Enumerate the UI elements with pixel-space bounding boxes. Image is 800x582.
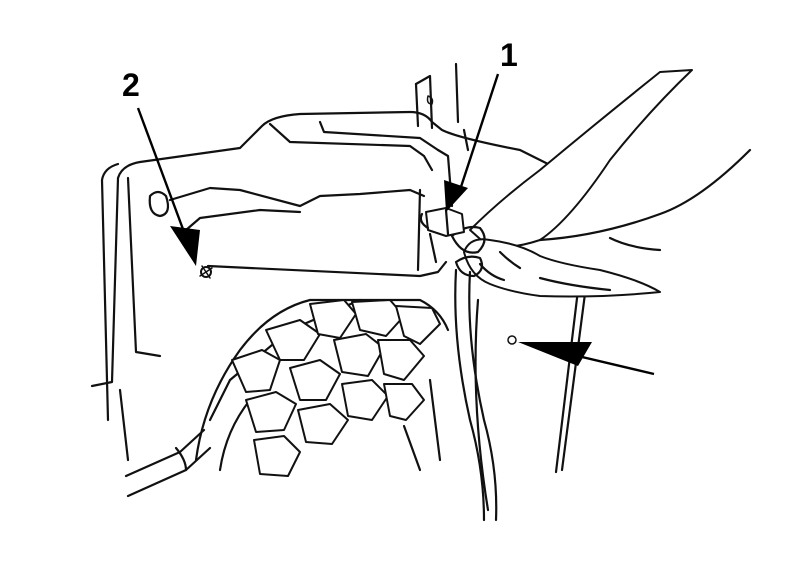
arrow-1-head: [444, 180, 468, 212]
washer-connector: [419, 207, 465, 237]
retaining-clip: [199, 265, 213, 279]
arrow-3-head: [518, 342, 592, 366]
arrow-2: [136, 107, 192, 249]
fender-panel: [90, 62, 550, 462]
washer-hose: [454, 268, 498, 522]
panel-hole-marker: [507, 335, 517, 345]
callout-label-2: 2: [122, 67, 140, 103]
arrow-1: [456, 73, 500, 197]
arrow-2-head: [170, 226, 200, 266]
hands: [450, 69, 752, 298]
panel-hole: [148, 190, 170, 218]
callout-label-1: 1: [500, 37, 518, 73]
body-edge: [474, 284, 588, 512]
leader-arrows: [136, 73, 655, 376]
lower-rod: [124, 428, 212, 498]
tire-tread: [194, 298, 450, 477]
